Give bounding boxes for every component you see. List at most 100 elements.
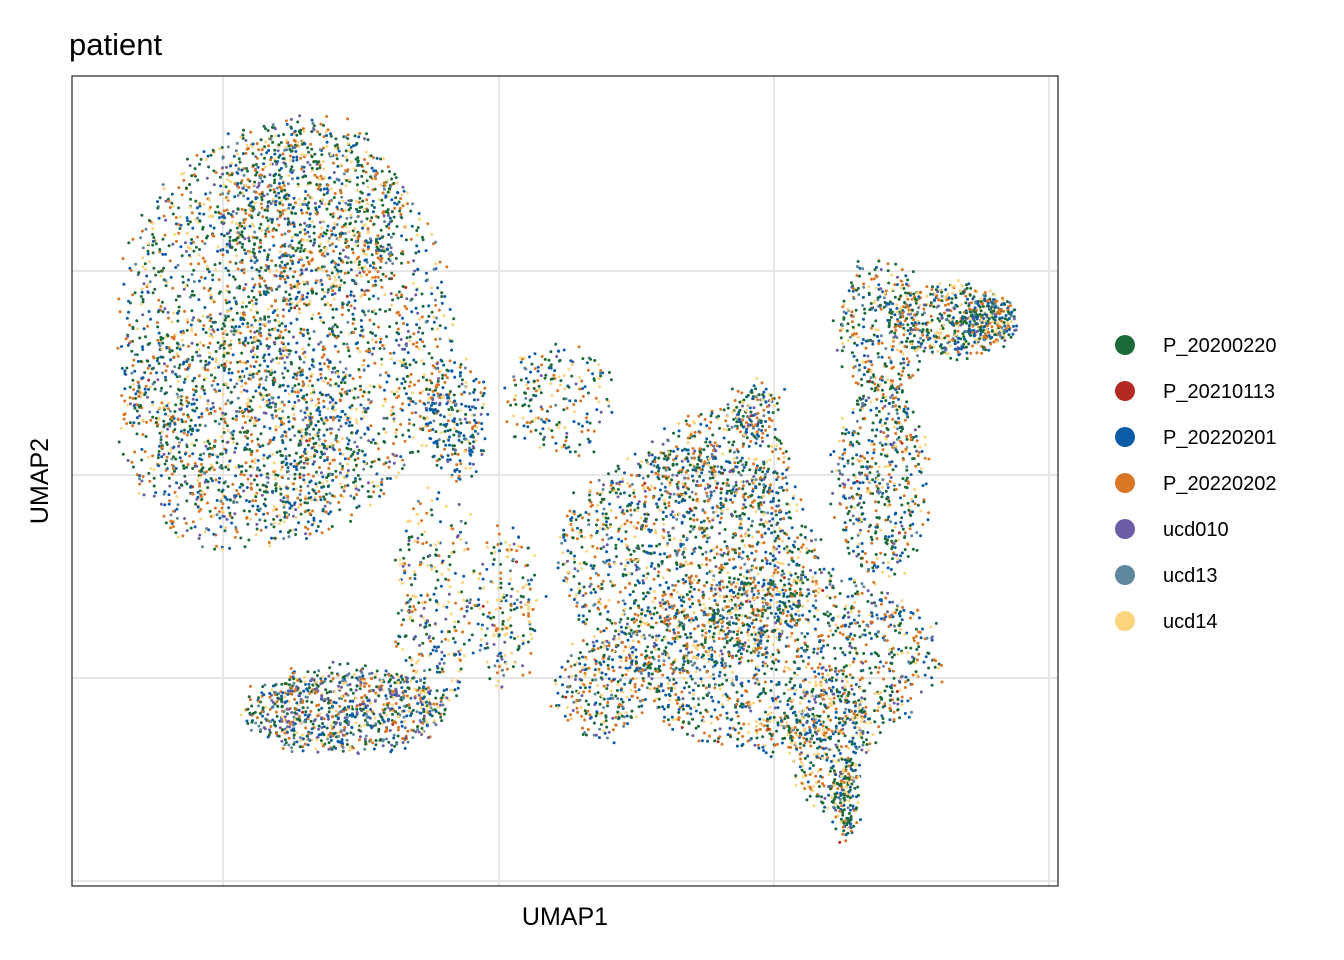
scatter-point <box>248 509 251 513</box>
scatter-point <box>285 513 289 517</box>
scatter-point <box>438 670 442 674</box>
scatter-point <box>459 519 463 523</box>
scatter-point <box>374 743 378 747</box>
scatter-point <box>350 404 354 407</box>
scatter-point <box>260 148 264 152</box>
scatter-point <box>338 215 342 219</box>
scatter-point <box>193 167 197 171</box>
scatter-point <box>147 378 151 382</box>
scatter-point <box>238 325 241 329</box>
scatter-point <box>386 214 390 217</box>
scatter-point <box>355 207 358 211</box>
scatter-point <box>151 243 155 247</box>
scatter-point <box>342 342 346 346</box>
scatter-point <box>219 499 223 503</box>
scatter-point <box>324 416 328 420</box>
scatter-point <box>177 231 181 235</box>
scatter-point <box>247 239 251 243</box>
scatter-point <box>263 145 267 149</box>
scatter-point <box>246 477 250 481</box>
scatter-point <box>447 578 450 582</box>
scatter-point <box>327 236 331 240</box>
scatter-point <box>158 196 162 200</box>
scatter-point <box>353 226 356 230</box>
scatter-point <box>419 338 422 341</box>
scatter-point <box>198 219 202 223</box>
scatter-point <box>459 530 462 534</box>
scatter-point <box>282 496 286 500</box>
scatter-point <box>435 664 439 668</box>
scatter-point <box>393 172 397 176</box>
scatter-point <box>348 221 352 225</box>
scatter-point <box>364 150 368 154</box>
scatter-point <box>289 438 292 442</box>
scatter-point <box>411 736 415 740</box>
scatter-point <box>190 402 194 406</box>
scatter-point <box>141 345 144 349</box>
scatter-point <box>173 422 177 426</box>
scatter-point <box>329 303 333 307</box>
scatter-point <box>208 446 212 450</box>
scatter-point <box>263 683 267 687</box>
scatter-point <box>146 366 150 370</box>
scatter-point <box>301 737 305 741</box>
scatter-point <box>359 319 363 322</box>
scatter-point <box>231 482 235 486</box>
scatter-point <box>304 427 308 431</box>
scatter-point <box>285 707 289 711</box>
scatter-point <box>320 393 324 397</box>
scatter-point <box>338 232 342 236</box>
scatter-point <box>297 366 301 370</box>
scatter-point <box>315 167 319 171</box>
scatter-point <box>192 316 196 320</box>
scatter-point <box>319 455 323 459</box>
scatter-point <box>255 483 259 487</box>
scatter-point <box>247 203 251 207</box>
scatter-point <box>150 367 154 371</box>
scatter-point <box>413 573 417 577</box>
scatter-point <box>169 385 172 388</box>
scatter-point <box>306 328 309 332</box>
scatter-point <box>391 720 395 724</box>
scatter-point <box>159 269 163 273</box>
scatter-point <box>222 431 226 434</box>
scatter-point <box>279 352 283 356</box>
scatter-point <box>300 437 304 441</box>
scatter-point <box>134 262 138 266</box>
scatter-point <box>273 148 277 152</box>
scatter-point <box>366 245 370 249</box>
scatter-point <box>180 420 184 424</box>
scatter-point <box>200 412 204 416</box>
scatter-point <box>277 395 281 399</box>
scatter-point <box>225 498 229 501</box>
scatter-point <box>395 428 399 432</box>
scatter-point <box>282 537 286 540</box>
scatter-point <box>368 349 372 353</box>
scatter-point <box>144 335 147 339</box>
scatter-point <box>285 355 289 359</box>
scatter-point <box>302 360 306 364</box>
scatter-point <box>190 442 194 446</box>
scatter-point <box>358 735 362 739</box>
scatter-point <box>374 177 378 181</box>
scatter-point <box>401 377 405 381</box>
scatter-point <box>279 141 283 144</box>
scatter-point <box>387 701 391 705</box>
scatter-point <box>228 498 232 502</box>
scatter-point <box>332 297 336 301</box>
scatter-point <box>128 396 132 400</box>
scatter-point <box>451 323 455 326</box>
scatter-point <box>310 363 314 367</box>
scatter-point <box>261 394 265 398</box>
scatter-point <box>328 731 332 735</box>
scatter-point <box>412 332 416 336</box>
scatter-point <box>351 691 355 695</box>
scatter-point <box>258 238 262 242</box>
scatter-point <box>366 138 370 142</box>
scatter-point <box>125 366 129 370</box>
scatter-point <box>153 387 157 391</box>
scatter-point <box>319 319 323 323</box>
scatter-point <box>423 425 427 429</box>
scatter-point <box>283 232 287 236</box>
scatter-point <box>416 450 420 453</box>
